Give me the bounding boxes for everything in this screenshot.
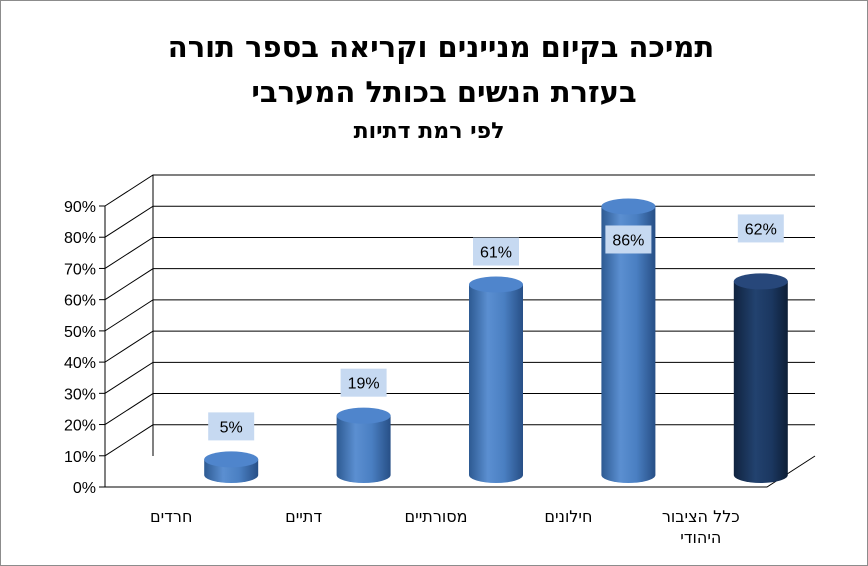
y-tick-label: 40% [64,355,96,372]
bar [204,451,259,483]
data-label: 19% [340,368,387,397]
gridline [104,299,815,332]
bars [204,198,788,483]
data-label-text: 19% [348,376,380,393]
data-labels: 5% 19% 61% 86% 62% [208,214,784,441]
y-tick-label: 60% [64,293,96,310]
data-label-text: 86% [612,232,644,249]
data-label-text: 62% [745,221,777,238]
y-tick-label: 50% [64,324,96,341]
gridline [104,205,815,238]
data-label-box [605,225,652,254]
y-tick-label: 70% [64,261,96,278]
data-label: 86% [605,225,652,254]
chart-subtitle: לפי רמת דתיות [354,119,505,144]
data-label-box [737,214,784,243]
data-label-box [340,368,387,397]
bar [601,198,656,483]
bar-body [601,206,656,483]
category-label: היהודי [680,528,721,547]
category-labels: חרדים דתיים מסורתיים חילונים כלל הציבור היהוד… [150,507,740,547]
category-label: דתיים [285,507,322,526]
data-label: 62% [737,214,784,243]
bar-top [204,451,259,468]
chart-title-line-2: בעזרת הנשים בכותל המערבי [251,75,636,109]
y-tick-label: 30% [64,386,96,403]
bar-body [733,281,788,483]
bar-top [336,407,391,424]
bar-body [336,415,391,483]
gridline [104,268,815,301]
chart-title-line-1: תמיכה בקיום מניינים וקריאה בספר תורה [168,30,714,64]
bar-body [469,284,523,483]
category-label: כלל הציבור [662,507,740,526]
y-axis-ticks: 0% 10% 20% 30% 40% 50% 60% 70% 80% 90% [64,199,105,497]
gridline [104,424,815,457]
gridline [104,330,815,363]
category-label: מסורתיים [405,507,468,526]
bar [733,273,788,483]
data-label-box [473,237,519,266]
gridline [104,174,815,207]
y-tick-label: 90% [64,199,96,216]
bar [336,407,391,483]
category-label: חרדים [150,507,192,526]
y-tick-label: 20% [64,418,96,435]
gridline [104,236,815,269]
data-label-text: 5% [220,419,243,436]
bar [469,276,523,483]
bar-top [469,276,523,293]
y-tick-label: 80% [64,230,96,247]
gridline [104,361,815,394]
category-label: חילונים [544,507,592,526]
data-label-box [208,412,255,441]
y-tick-label: 10% [64,449,96,466]
data-label: 5% [208,412,255,441]
gridlines [104,174,816,488]
gridline [104,393,815,425]
data-label: 61% [473,237,519,266]
y-tick-label: 0% [73,480,96,497]
bar-top [601,198,656,215]
floor-edge [105,455,816,488]
data-label-text: 61% [480,245,512,262]
bar-top [733,273,788,290]
